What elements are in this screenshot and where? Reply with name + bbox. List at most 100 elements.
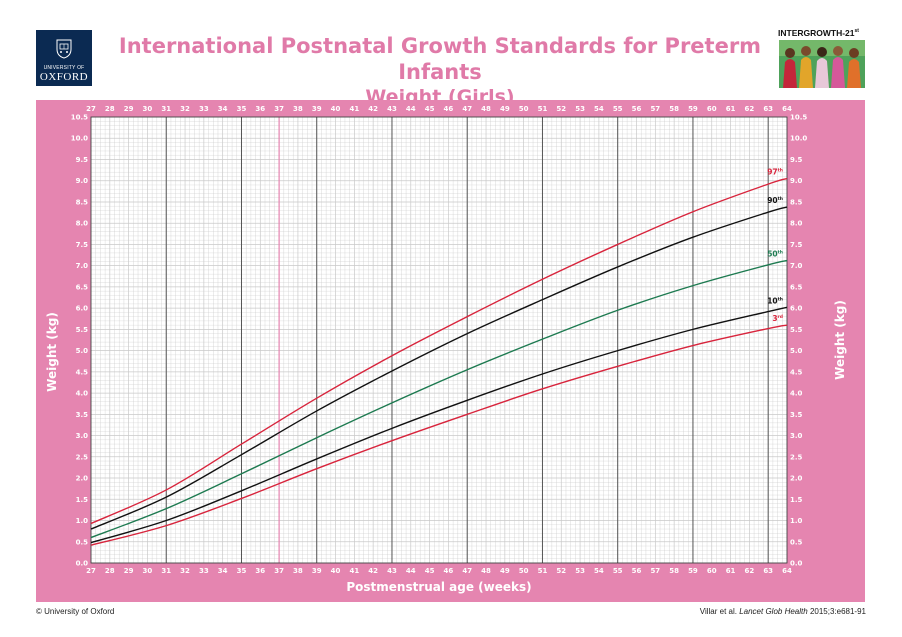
x-tick-label-bottom: 61 [726,567,736,575]
y-tick-label-right: 2.5 [790,453,803,461]
intergrowth-text: INTERGROWTH-21st [778,28,859,38]
y-tick-label-left: 9.5 [76,156,89,164]
x-tick-label-bottom: 58 [669,567,679,575]
copyright-text: © University of Oxford [36,607,115,616]
y-axis-right-ticks: 0.0 0.5 1.0 1.5 2.0 2.5 3.0 3.5 4.0 4.5 5.0 5.5 6.0 6… [790,114,807,568]
x-tick-label-top: 63 [763,105,773,113]
x-tick-label-top: 41 [349,105,359,113]
y-tick-label-left: 0.0 [76,560,89,568]
chart-title: International Postnatal Growth Standards… [100,33,780,109]
y-tick-label-right: 2.0 [790,475,803,483]
x-tick-label-bottom: 43 [387,567,397,575]
x-tick-label-top: 60 [707,105,717,113]
y-tick-label-left: 2.0 [76,475,89,483]
y-tick-label-right: 7.0 [790,262,803,270]
y-tick-label-right: 0.5 [790,538,803,546]
x-tick-label-bottom: 35 [237,567,247,575]
y-axis-label-right: Weight (kg) [833,300,847,380]
x-tick-label-top: 32 [180,105,190,113]
percentile-97-curve [90,177,788,525]
x-tick-label-bottom: 30 [143,567,153,575]
x-tick-label-bottom: 55 [613,567,623,575]
x-tick-label-top: 27 [86,105,96,113]
x-tick-label-top: 46 [444,105,454,113]
x-axis-bottom-ticks: 27 28 29 30 31 32 33 34 35 36 37 38 39 40 41 42 43 44 45 46… [86,567,792,575]
x-tick-label-top: 42 [368,105,378,113]
y-tick-label-left: 3.0 [76,432,89,440]
percentile-97-label: 97th [767,168,783,177]
x-tick-label-bottom: 27 [86,567,96,575]
x-tick-label-top: 33 [199,105,209,113]
citation-journal: Lancet Glob Health [739,607,808,616]
x-tick-label-bottom: 47 [462,567,472,575]
x-tick-label-bottom: 48 [481,567,491,575]
percentile-50-curve [90,259,788,539]
x-tick-label-bottom: 37 [274,567,284,575]
x-tick-label-top: 38 [293,105,303,113]
x-tick-label-top: 62 [745,105,755,113]
plot-border [90,116,788,564]
x-tick-label-bottom: 45 [425,567,435,575]
x-tick-label-top: 47 [462,105,472,113]
y-tick-label-right: 4.5 [790,368,803,376]
x-tick-label-bottom: 50 [519,567,529,575]
citation-text: Villar et al. Lancet Glob Health 2015;3:… [700,607,866,616]
x-tick-label-bottom: 33 [199,567,209,575]
x-tick-label-top: 61 [726,105,736,113]
citation-author: Villar et al. [699,607,737,616]
x-tick-label-bottom: 62 [745,567,755,575]
y-tick-label-left: 4.5 [76,368,89,376]
growth-chart: 27 28 29 30 31 32 33 34 35 36 37 38 39 40 41 42 43 44 45 46… [45,105,847,594]
y-tick-label-right: 5.0 [790,347,803,355]
y-tick-label-left: 6.0 [76,305,89,313]
logo-university-text: UNIVERSITY OF [43,65,85,71]
y-tick-label-right: 10.0 [790,135,807,143]
x-tick-label-top: 28 [105,105,115,113]
x-tick-label-top: 50 [519,105,529,113]
y-tick-label-left: 3.5 [76,411,89,419]
x-axis-label: Postmenstrual age (weeks) [346,580,531,594]
y-tick-label-right: 4.0 [790,390,803,398]
logo-oxford-text: OXFORD [39,71,89,83]
y-axis-left-ticks: 0.0 0.5 1.0 1.5 2.0 2.5 3.0 3.5 4.0 4.5 5.0 5.5 6.0 6… [71,114,88,568]
percentile-curves [90,177,788,546]
y-tick-label-left: 1.5 [76,496,89,504]
y-tick-label-right: 3.0 [790,432,803,440]
x-tick-label-bottom: 44 [406,567,416,575]
x-tick-label-top: 56 [632,105,642,113]
x-tick-label-bottom: 46 [444,567,454,575]
x-tick-label-bottom: 42 [368,567,378,575]
y-tick-label-right: 8.5 [790,198,803,206]
x-tick-label-bottom: 28 [105,567,115,575]
x-tick-label-bottom: 49 [500,567,510,575]
intergrowth-sup: st [854,28,859,35]
x-tick-label-top: 57 [650,105,660,113]
x-tick-label-top: 43 [387,105,397,113]
percentile-10-label: 10th [767,296,783,305]
y-tick-label-right: 6.5 [790,283,803,291]
x-tick-label-top: 64 [782,105,792,113]
intergrowth-women-illustration [779,40,865,88]
x-tick-label-bottom: 64 [782,567,792,575]
x-axis-top-ticks: 27 28 29 30 31 32 33 34 35 36 37 38 39 40 41 42 43 44 45 46… [86,105,792,113]
x-tick-label-bottom: 34 [218,567,228,575]
y-tick-label-left: 7.0 [76,262,89,270]
x-tick-label-top: 30 [143,105,153,113]
x-tick-label-top: 35 [237,105,247,113]
x-tick-label-bottom: 41 [349,567,359,575]
x-tick-label-top: 59 [688,105,698,113]
intergrowth-badge: INTERGROWTH-21st [778,28,866,88]
x-tick-label-top: 40 [331,105,341,113]
x-tick-label-bottom: 54 [594,567,604,575]
x-tick-label-top: 55 [613,105,623,113]
y-tick-label-right: 10.5 [790,114,807,122]
x-tick-label-bottom: 31 [161,567,171,575]
x-tick-label-top: 48 [481,105,491,113]
x-tick-label-top: 44 [406,105,416,113]
x-tick-label-top: 29 [124,105,134,113]
y-tick-label-right: 7.5 [790,241,803,249]
x-tick-label-top: 51 [538,105,548,113]
y-tick-label-left: 9.0 [76,177,89,185]
oxford-crest-icon [56,39,72,59]
x-tick-label-top: 45 [425,105,435,113]
